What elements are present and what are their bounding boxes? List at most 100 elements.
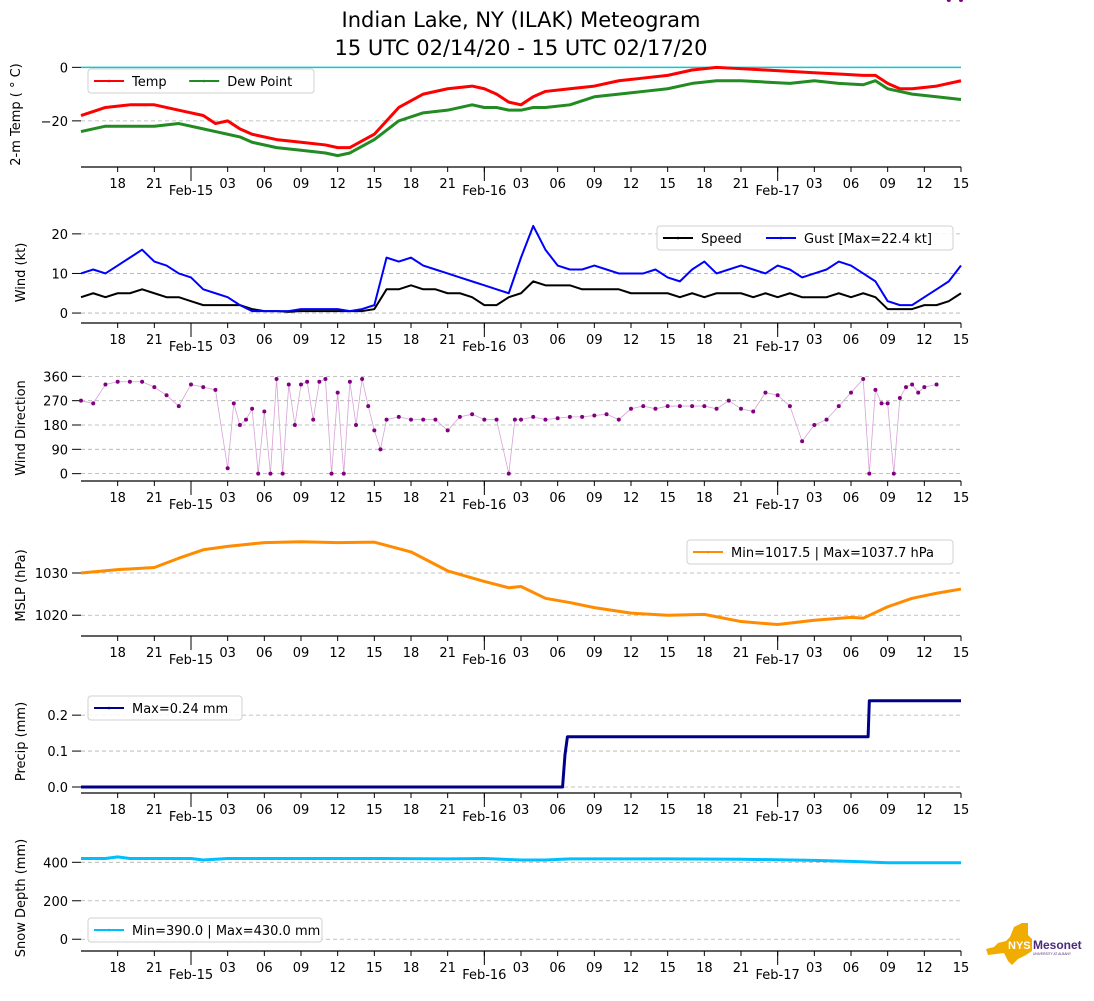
y-tick-label: −20 bbox=[41, 115, 68, 130]
legend-label: Dew Point bbox=[227, 75, 292, 90]
data-point bbox=[891, 471, 896, 476]
data-point bbox=[189, 382, 193, 387]
data-point bbox=[763, 390, 768, 395]
x-tick-label: 09 bbox=[879, 646, 896, 661]
x-tick-label: 03 bbox=[513, 177, 530, 192]
x-tick-label: 12 bbox=[329, 646, 346, 661]
x-day-label: Feb-16 bbox=[462, 653, 506, 668]
data-point bbox=[531, 414, 536, 419]
legend-marker bbox=[107, 928, 111, 932]
data-point bbox=[934, 382, 939, 387]
data-point bbox=[140, 379, 145, 384]
data-point bbox=[305, 379, 310, 384]
x-tick-label: 21 bbox=[146, 177, 163, 192]
x-tick-label: 15 bbox=[366, 646, 383, 661]
x-tick-label: 06 bbox=[843, 961, 860, 976]
x-tick-label: 15 bbox=[953, 803, 970, 818]
y-axis-label: Snow Depth (mm) bbox=[14, 839, 29, 957]
x-day-label: Feb-15 bbox=[169, 968, 213, 983]
series-line-min-390-0-max-430-0-mm bbox=[81, 855, 961, 865]
x-tick-label: 06 bbox=[256, 177, 273, 192]
x-tick-label: 12 bbox=[329, 961, 346, 976]
x-tick-label: 12 bbox=[916, 961, 933, 976]
panel-temperature: 0 −20 2-m Temp ( ° C) 18 21 03 06 09 12 15 18 21 03 0… bbox=[9, 61, 969, 199]
x-tick-label: 18 bbox=[696, 333, 713, 348]
x-day-label: Feb-17 bbox=[756, 653, 800, 668]
x-tick-label: 09 bbox=[879, 961, 896, 976]
x-tick-label: 06 bbox=[843, 333, 860, 348]
legend-box bbox=[87, 917, 323, 943]
x-tick-label: 21 bbox=[146, 803, 163, 818]
x-tick-label: 12 bbox=[329, 803, 346, 818]
data-point bbox=[372, 428, 377, 433]
x-tick-label: 21 bbox=[733, 646, 750, 661]
data-point bbox=[849, 390, 853, 395]
data-point bbox=[690, 404, 695, 409]
data-point bbox=[861, 377, 866, 382]
data-point bbox=[812, 423, 817, 427]
data-point bbox=[250, 406, 255, 411]
data-point bbox=[317, 379, 322, 384]
x-tick-label: 09 bbox=[586, 333, 603, 348]
x-tick-label: 09 bbox=[293, 646, 310, 661]
x-tick-label: 06 bbox=[256, 491, 273, 506]
x-tick-label: 06 bbox=[256, 646, 273, 661]
legend: Min=390.0 | Max=430.0 mm bbox=[87, 917, 323, 943]
x-tick-label: 03 bbox=[806, 491, 823, 506]
data-point bbox=[115, 379, 120, 384]
x-tick-label: 12 bbox=[623, 177, 640, 192]
x-tick-label: 06 bbox=[549, 961, 566, 976]
x-tick-label: 12 bbox=[623, 333, 640, 348]
data-point bbox=[885, 401, 890, 406]
y-tick-label: 20 bbox=[51, 228, 68, 243]
x-tick-label: 12 bbox=[916, 333, 933, 348]
data-point bbox=[512, 417, 517, 422]
x-tick-label: 09 bbox=[879, 333, 896, 348]
data-point bbox=[299, 382, 303, 387]
data-point bbox=[280, 471, 285, 476]
x-tick-label: 03 bbox=[806, 177, 823, 192]
data-point bbox=[494, 417, 499, 422]
x-tick-label: 06 bbox=[843, 177, 860, 192]
x-tick-label: 18 bbox=[403, 177, 420, 192]
x-tick-label: 03 bbox=[219, 177, 236, 192]
x-day-label: Feb-16 bbox=[462, 340, 506, 355]
x-tick-label: 21 bbox=[146, 646, 163, 661]
series-line-dew-point bbox=[80, 79, 962, 158]
x-tick-label: 15 bbox=[366, 333, 383, 348]
data-point bbox=[592, 413, 597, 418]
data-point bbox=[213, 387, 218, 392]
y-tick-label: 0 bbox=[60, 307, 68, 322]
data-point bbox=[347, 379, 352, 384]
x-tick-label: 09 bbox=[293, 491, 310, 506]
x-tick-label: 15 bbox=[366, 961, 383, 976]
data-point bbox=[897, 395, 902, 400]
x-tick-label: 15 bbox=[366, 803, 383, 818]
x-tick-label: 03 bbox=[513, 646, 530, 661]
x-tick-label: 18 bbox=[696, 491, 713, 506]
legend-label: Gust [Max=22.4 kt] bbox=[804, 232, 932, 247]
data-point bbox=[396, 414, 401, 419]
x-day-label: Feb-15 bbox=[169, 184, 213, 199]
data-point bbox=[421, 417, 426, 422]
data-point bbox=[409, 417, 413, 422]
x-tick-label: 15 bbox=[659, 491, 676, 506]
logo-university-text: UNIVERSITY AT ALBANY bbox=[1033, 952, 1072, 956]
data-point bbox=[867, 471, 872, 476]
x-tick-label: 18 bbox=[403, 491, 420, 506]
data-point bbox=[922, 385, 927, 390]
y-axis-label: 2-m Temp ( ° C) bbox=[9, 63, 24, 166]
x-day-label: Feb-17 bbox=[756, 968, 800, 983]
data-point bbox=[616, 417, 621, 422]
legend: Temp Dew Point bbox=[87, 68, 315, 94]
x-tick-label: 03 bbox=[219, 961, 236, 976]
legend: Max=0.24 mm bbox=[87, 695, 243, 721]
x-tick-label: 09 bbox=[586, 803, 603, 818]
x-tick-label: 09 bbox=[586, 961, 603, 976]
y-axis-label: Wind Direction bbox=[14, 380, 29, 476]
x-tick-label: 18 bbox=[109, 177, 126, 192]
data-point bbox=[726, 398, 731, 403]
data-point bbox=[959, 0, 963, 2]
x-tick-label: 21 bbox=[439, 803, 456, 818]
data-point bbox=[329, 471, 334, 476]
